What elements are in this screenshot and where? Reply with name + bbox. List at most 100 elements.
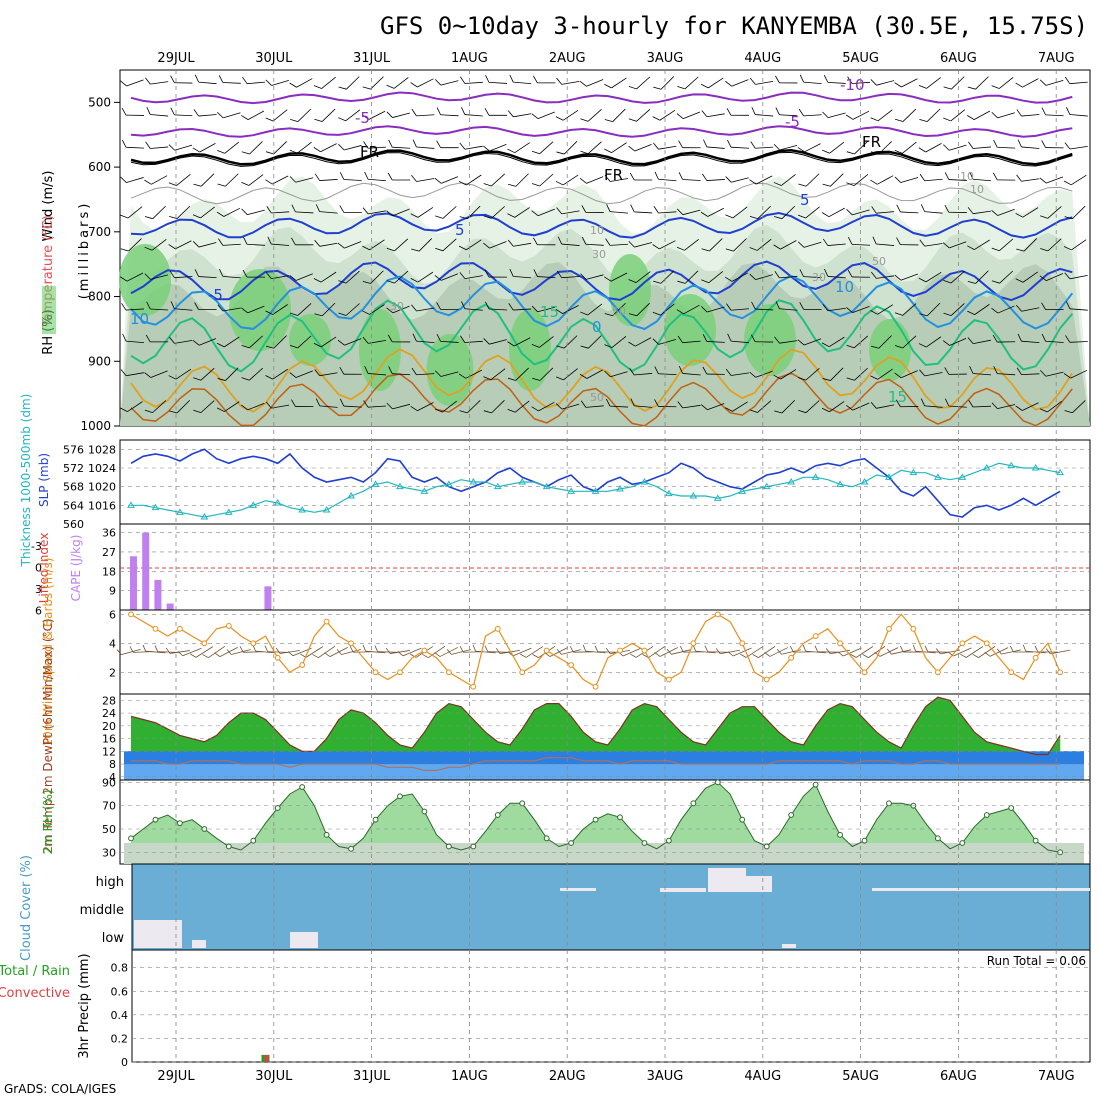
wind-barb [556,77,580,85]
surface-wind-barb [190,646,214,658]
wind-speed-line-marker [470,683,477,690]
barb-staff [854,141,868,155]
barb-staff [319,211,338,214]
barb-flag [532,377,541,381]
barb-staff [1045,371,1064,377]
barb-flag [846,151,855,155]
rh-gridlines [120,782,1090,853]
barb-flag [363,141,369,149]
surface-wind-barb [397,647,422,657]
barb-flag [944,398,950,407]
thickness-line-marker [1056,468,1064,476]
wind-barb [967,207,991,215]
cape-bar [264,586,272,610]
wind-barb [918,336,942,348]
wind-barb [749,238,772,251]
surface-barb-staff [208,645,226,659]
barb-staff [658,145,677,150]
wind-barb [918,271,942,283]
rh-high-blob [359,309,401,391]
wind-barb [460,335,483,343]
wind-barb [243,236,266,246]
wind-barb [362,336,386,344]
wind-barb [653,270,675,284]
wind-barb [1016,238,1038,252]
barb-staff [610,371,628,378]
barb-flag [509,74,514,83]
surface-wind-barb [264,645,288,653]
barb-staff [948,179,967,181]
surface-barb-staff [720,649,740,655]
surface-barb-flag [520,653,527,658]
barb-flag [508,303,514,311]
barb-staff [200,400,215,413]
barb-flag [606,204,611,212]
barb-flag [918,147,926,153]
surface-wind-barb [837,647,862,657]
thickness-line-marker [958,473,967,480]
barb-flag [944,172,950,180]
barb-staff [464,275,483,279]
barb-flag [919,239,926,247]
barb-flag [144,179,152,185]
barb-flag [628,86,637,90]
barb-flag [1017,333,1022,342]
rh-low-band [124,843,1084,864]
barb-staff [586,369,603,379]
barb-staff [634,373,653,376]
wind-barb [362,270,384,284]
barb-staff [804,143,821,153]
barb-staff [706,113,725,118]
barb-flag [364,171,369,180]
wind-barb [265,141,287,155]
barb-flag [120,276,128,282]
wind-barb [1039,79,1064,86]
surface-barb-flag [924,645,929,652]
wind-barb [628,302,650,317]
wind-barb [531,305,556,313]
barb-flag [217,304,224,312]
barb-flag [120,80,127,87]
wind-barb [846,335,869,349]
surface-barb-flag [850,653,857,658]
barb-staff [150,114,169,117]
chart-title: GFS 0~10day 3-hourly for KANYEMBA (30.5E… [380,12,1089,40]
date-label-top: 3AUG [647,51,684,66]
barb-flag [895,118,904,122]
wind-barb [508,303,532,311]
surface-wind-barb [422,646,446,659]
rh-line-marker [714,779,721,786]
barb-flag [243,236,248,245]
wind-barb [894,335,917,349]
wind-barb [289,303,312,316]
wind-barb [943,76,965,90]
wind-barb [168,174,191,187]
barb-staff [1069,146,1088,150]
barb-flag [967,207,974,214]
barb-staff [515,367,529,381]
rh-line-marker [543,835,550,842]
barb-flag [120,369,127,376]
barb-staff [805,206,820,219]
barb-flag [265,401,272,409]
wind-barb [799,269,822,278]
wind-barb [919,239,943,247]
barb-staff [1045,114,1064,117]
wind-barb [918,77,941,89]
barb-staff [950,270,965,284]
surface-barb-staff [267,651,288,653]
wind-barb [993,366,1016,376]
barb-staff [998,76,1014,89]
barb-staff [1022,271,1039,283]
barb-flag [895,399,901,407]
barb-flag [654,399,659,407]
wind-barb [967,239,990,250]
barb-staff [440,80,459,86]
wind-barb [1040,370,1064,377]
wind-barb [217,111,241,119]
wind-speed-line-marker [886,625,892,632]
barb-flag [290,119,299,122]
barb-staff [176,174,191,186]
